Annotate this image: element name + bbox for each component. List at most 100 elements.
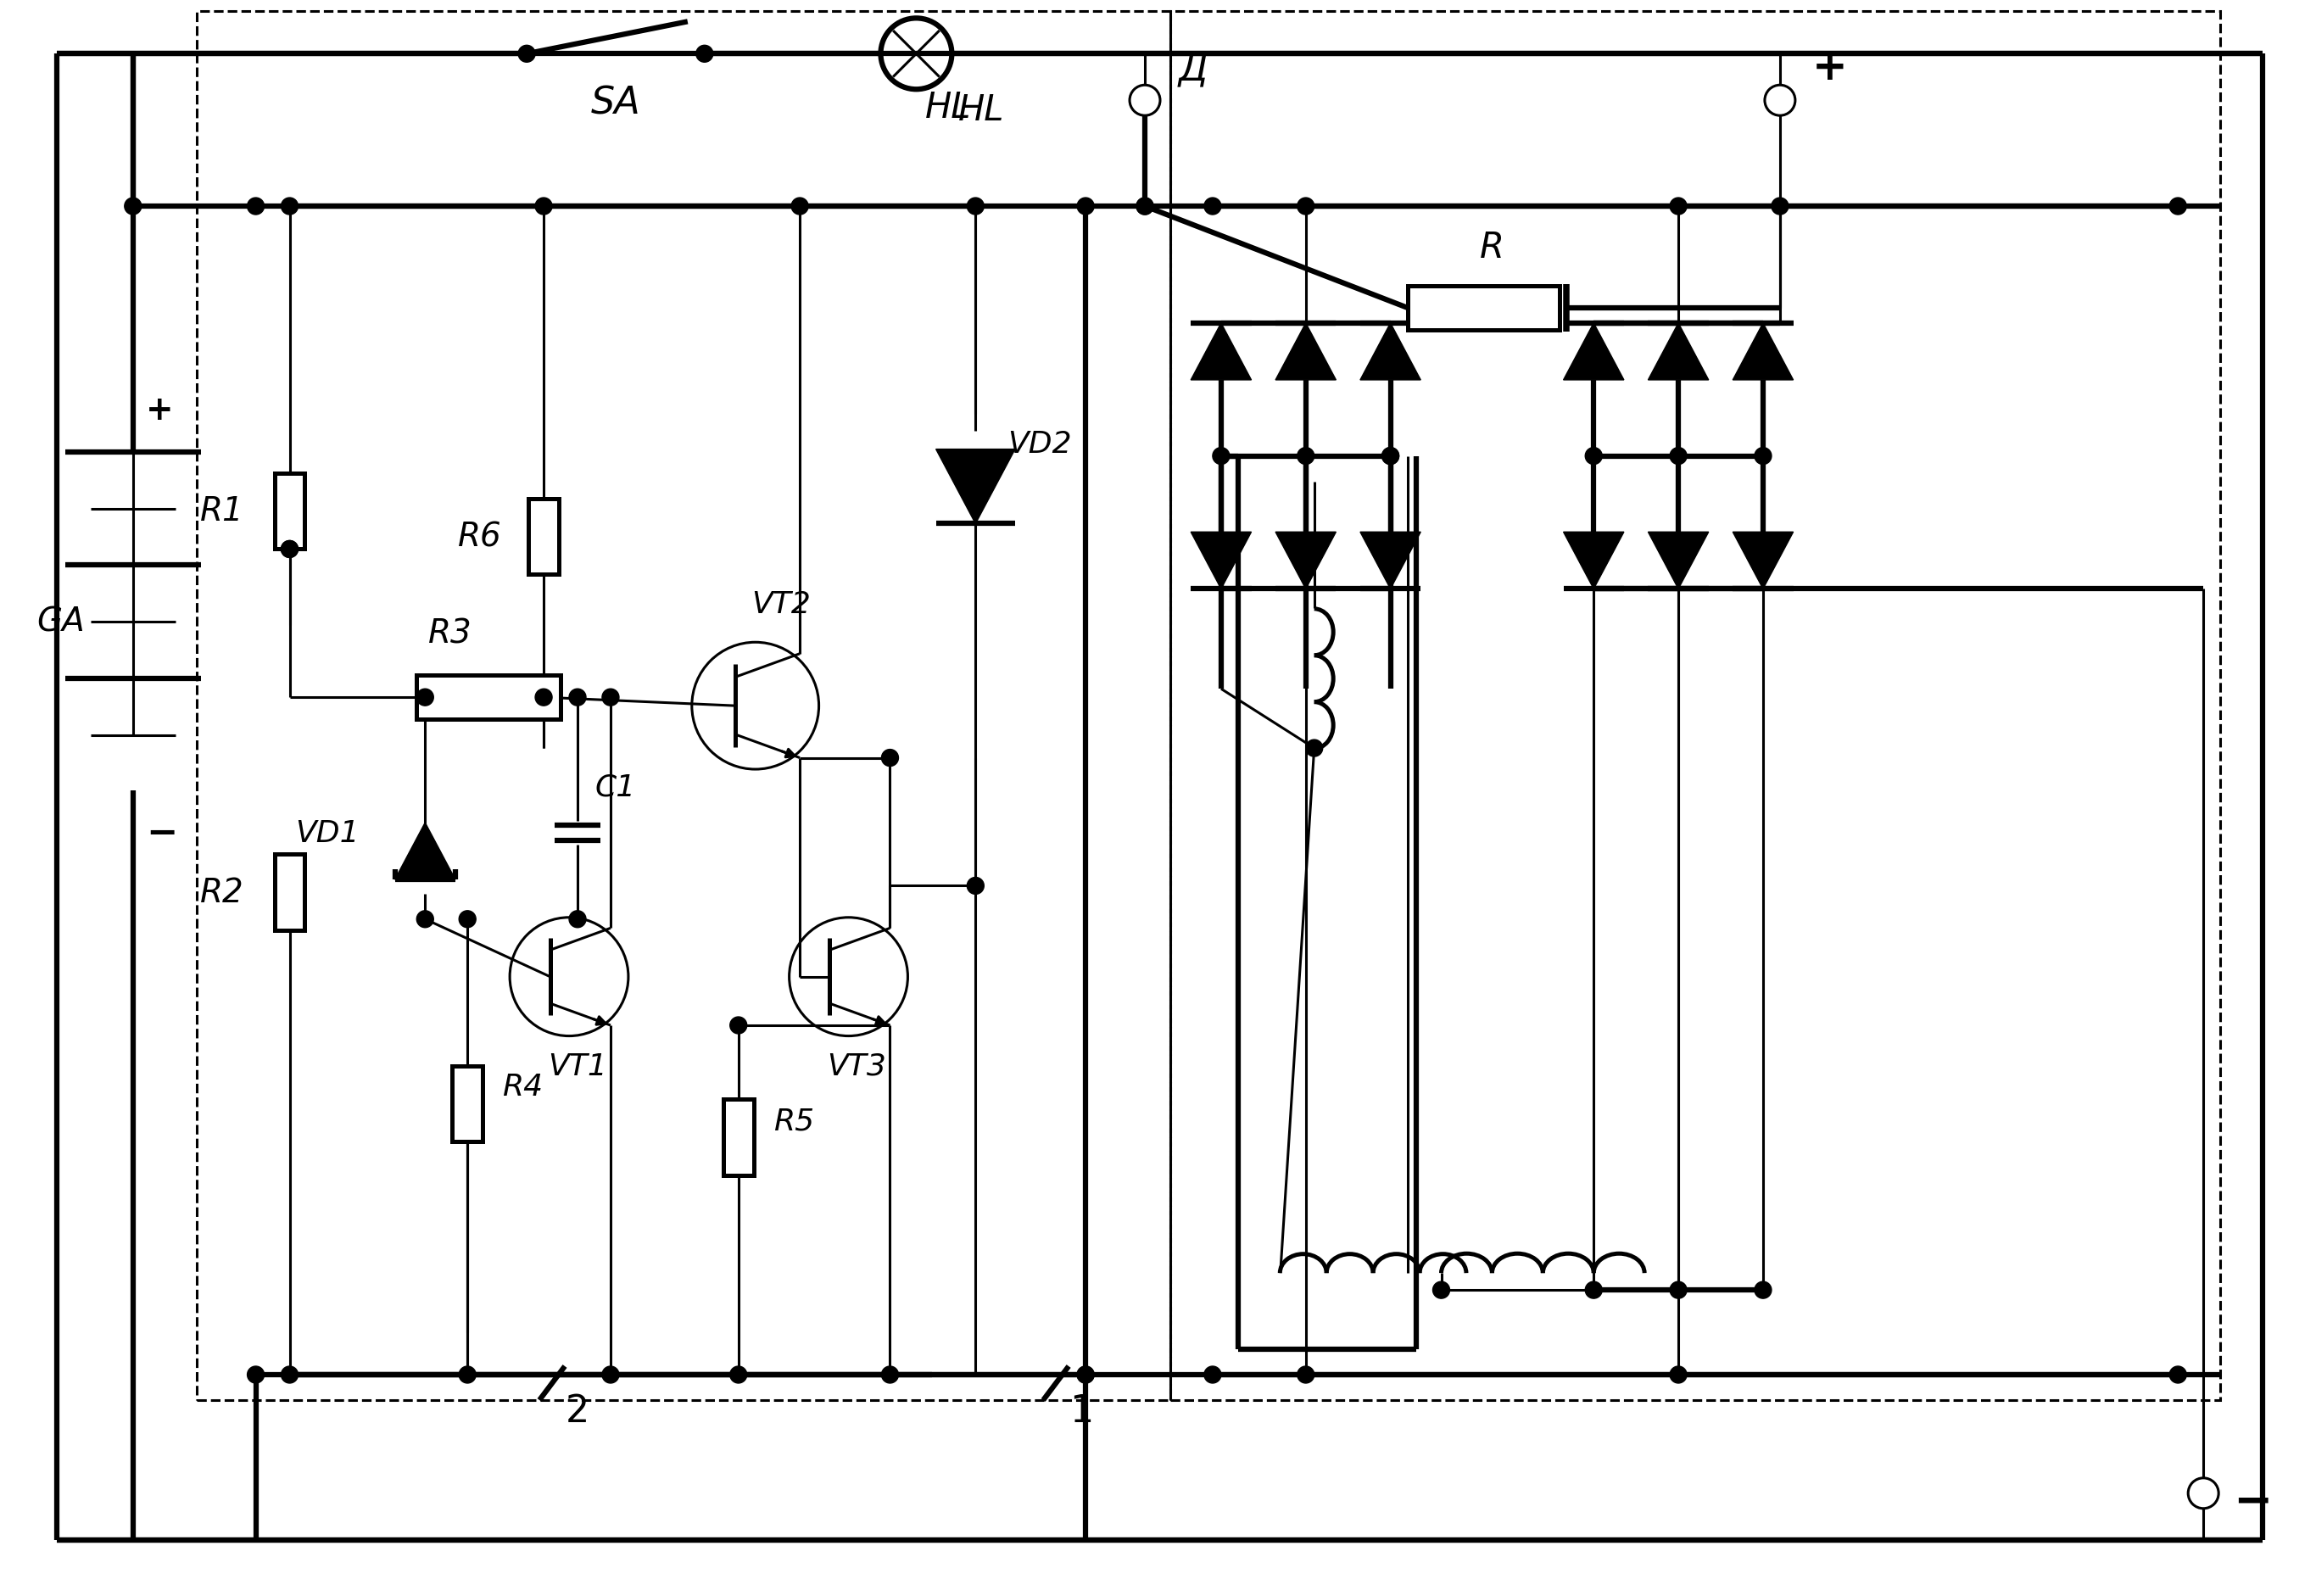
Text: SA: SA	[591, 85, 642, 121]
Circle shape	[1584, 448, 1603, 464]
Circle shape	[968, 878, 984, 895]
Circle shape	[1077, 1366, 1093, 1384]
Circle shape	[1670, 1282, 1686, 1299]
Polygon shape	[1190, 324, 1251, 380]
Circle shape	[280, 541, 299, 559]
Circle shape	[2170, 198, 2186, 215]
Circle shape	[1130, 86, 1160, 117]
Circle shape	[535, 689, 551, 705]
Polygon shape	[1649, 324, 1709, 380]
Bar	[417, 675, 560, 720]
Text: R5: R5	[774, 1106, 813, 1135]
Circle shape	[1137, 198, 1153, 215]
Circle shape	[1297, 448, 1313, 464]
Bar	[273, 474, 306, 549]
Circle shape	[1204, 198, 1221, 215]
Text: +: +	[146, 394, 174, 426]
Bar	[273, 854, 306, 930]
Circle shape	[1297, 1366, 1313, 1384]
Circle shape	[280, 198, 299, 215]
Text: VT2: VT2	[750, 591, 811, 619]
Text: −: −	[146, 816, 178, 851]
Circle shape	[2189, 1478, 2219, 1508]
Circle shape	[792, 198, 808, 215]
Text: +: +	[1811, 48, 1848, 88]
Polygon shape	[1276, 324, 1336, 380]
Text: R3: R3	[428, 618, 472, 650]
Circle shape	[1670, 1366, 1686, 1384]
Text: VT1: VT1	[549, 1052, 607, 1080]
Circle shape	[570, 911, 586, 927]
Circle shape	[1077, 198, 1093, 215]
Polygon shape	[1563, 533, 1624, 589]
Circle shape	[248, 1366, 264, 1384]
Bar	[1170, 13, 2221, 1400]
Circle shape	[417, 911, 433, 927]
Circle shape	[1306, 741, 1322, 757]
Circle shape	[417, 689, 433, 705]
Circle shape	[1670, 198, 1686, 215]
Circle shape	[1204, 1366, 1221, 1384]
Bar	[528, 500, 558, 575]
Text: R: R	[1480, 230, 1505, 265]
Text: 1: 1	[1070, 1392, 1093, 1428]
Circle shape	[459, 1366, 475, 1384]
Circle shape	[1756, 448, 1772, 464]
Circle shape	[1077, 1366, 1093, 1384]
Circle shape	[730, 1366, 746, 1384]
Text: VD2: VD2	[1007, 429, 1072, 458]
Circle shape	[1670, 448, 1686, 464]
Circle shape	[280, 1366, 299, 1384]
Polygon shape	[1649, 533, 1709, 589]
Polygon shape	[1732, 324, 1793, 380]
Polygon shape	[936, 450, 1014, 523]
Circle shape	[248, 198, 264, 215]
Circle shape	[697, 46, 713, 62]
Polygon shape	[1190, 533, 1251, 589]
Circle shape	[1434, 1282, 1450, 1299]
Circle shape	[882, 1366, 899, 1384]
Circle shape	[730, 1017, 746, 1034]
Circle shape	[1383, 448, 1399, 464]
Circle shape	[519, 46, 535, 62]
Circle shape	[602, 1366, 618, 1384]
Text: VD1: VD1	[296, 819, 359, 847]
Bar	[197, 13, 1170, 1400]
Bar	[452, 1066, 482, 1143]
Text: −: −	[2233, 1479, 2272, 1524]
Text: R4: R4	[503, 1073, 542, 1101]
Circle shape	[459, 911, 475, 927]
Circle shape	[1756, 1282, 1772, 1299]
Text: Д: Д	[1179, 51, 1209, 88]
Polygon shape	[1276, 533, 1336, 589]
Circle shape	[535, 198, 551, 215]
Text: R2: R2	[199, 876, 243, 908]
Text: R1: R1	[199, 495, 243, 528]
Polygon shape	[1563, 324, 1624, 380]
Circle shape	[968, 198, 984, 215]
Text: C1: C1	[595, 772, 637, 801]
Circle shape	[1772, 198, 1788, 215]
Bar	[1408, 286, 1559, 330]
Text: R6: R6	[459, 520, 503, 552]
Circle shape	[280, 541, 299, 559]
Circle shape	[882, 750, 899, 766]
Circle shape	[1765, 86, 1795, 117]
Text: VT3: VT3	[827, 1052, 887, 1080]
Text: 2: 2	[565, 1392, 591, 1428]
Text: HL: HL	[924, 89, 970, 126]
Polygon shape	[1359, 533, 1420, 589]
Bar	[723, 1100, 753, 1176]
Polygon shape	[1359, 324, 1420, 380]
Circle shape	[1383, 448, 1399, 464]
Circle shape	[602, 689, 618, 705]
Polygon shape	[1732, 533, 1793, 589]
Circle shape	[1297, 198, 1313, 215]
Polygon shape	[394, 824, 456, 879]
Circle shape	[2170, 1366, 2186, 1384]
Circle shape	[1214, 448, 1230, 464]
Text: GA: GA	[37, 605, 86, 638]
Circle shape	[1584, 1282, 1603, 1299]
Text: HL: HL	[959, 93, 1005, 128]
Circle shape	[1137, 198, 1153, 215]
